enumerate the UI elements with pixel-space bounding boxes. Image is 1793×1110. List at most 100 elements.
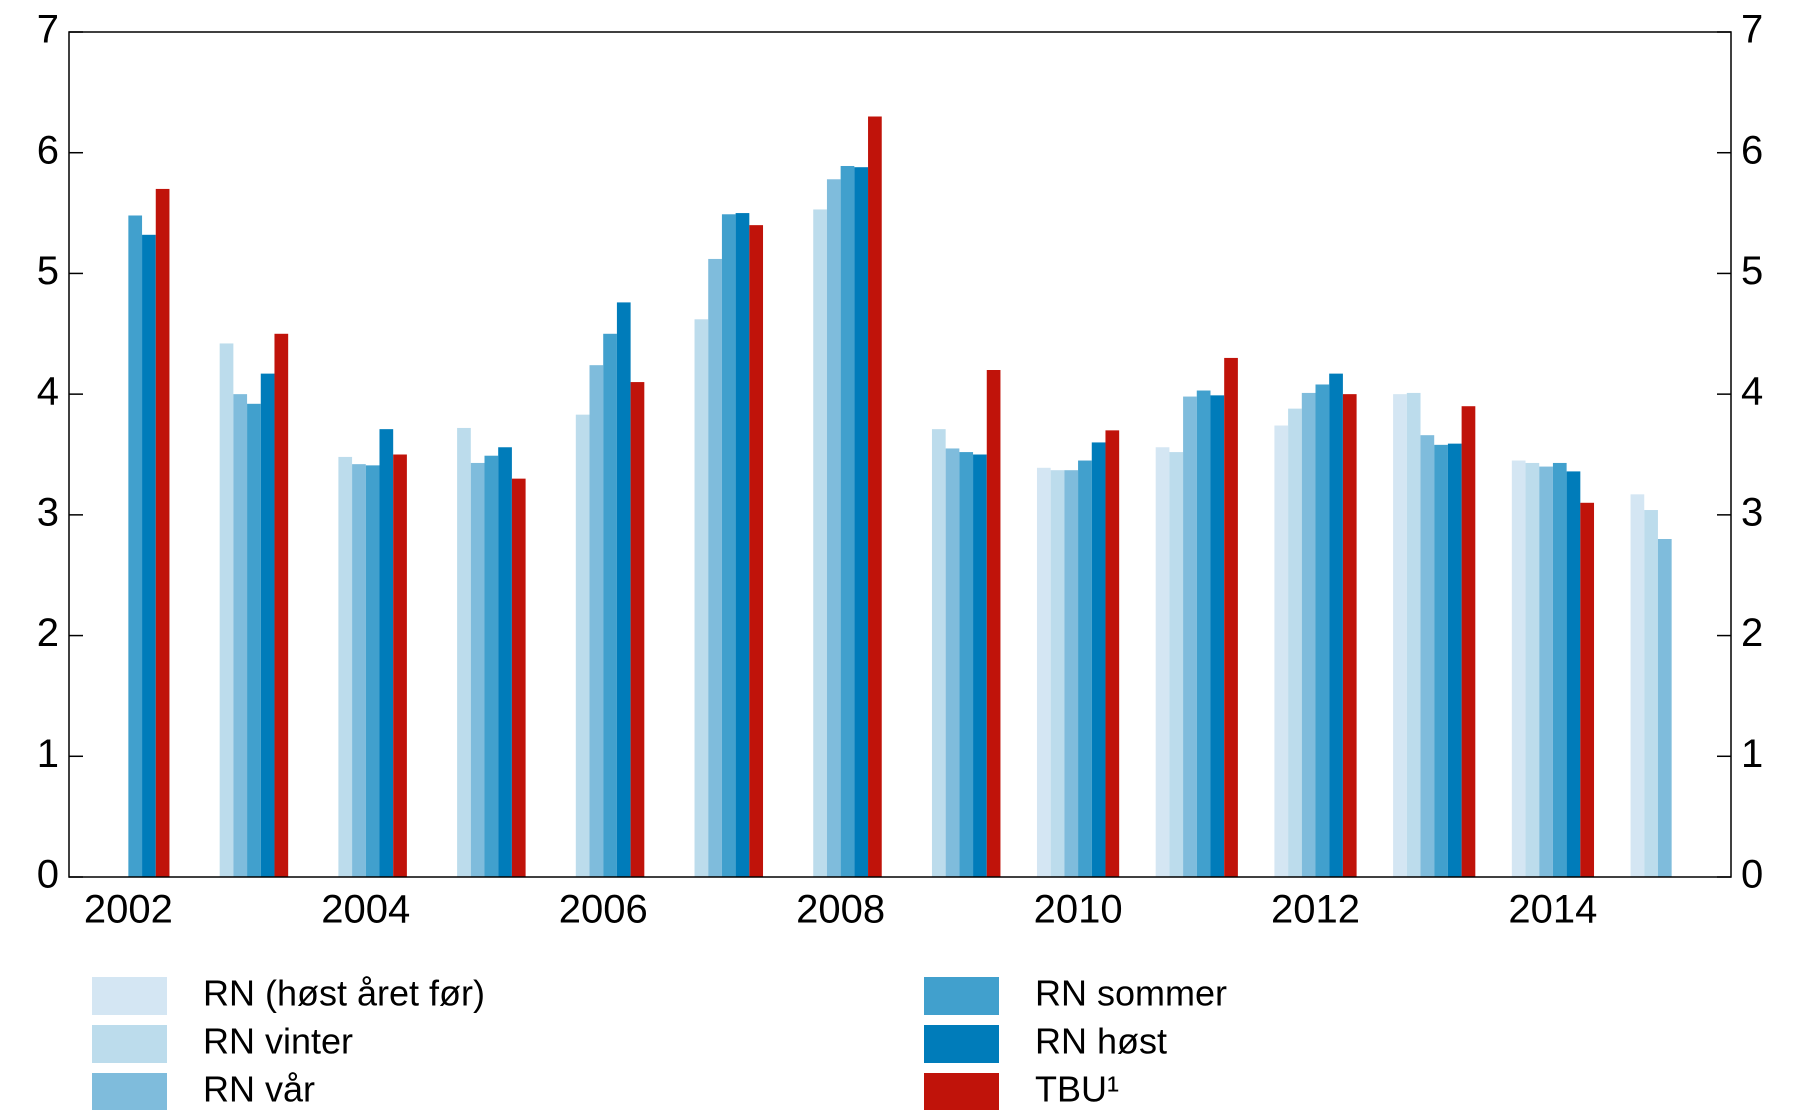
- bar: [616, 302, 631, 877]
- bar: [1050, 470, 1065, 877]
- bar: [233, 394, 248, 877]
- bar: [1552, 462, 1567, 877]
- y2-tick-label: 6: [1741, 128, 1763, 172]
- y-tick-label: 6: [37, 128, 59, 172]
- y2-tick-label: 1: [1741, 732, 1763, 776]
- y-tick-label: 5: [37, 249, 59, 293]
- bar: [931, 429, 946, 877]
- bar: [721, 214, 736, 877]
- bar: [142, 234, 156, 878]
- legend-swatch: [92, 977, 167, 1015]
- bar: [365, 465, 380, 877]
- bar: [749, 225, 764, 878]
- bar: [1036, 467, 1051, 877]
- legend-label: RN vår: [203, 1069, 315, 1110]
- bar: [945, 448, 960, 877]
- bar: [260, 373, 275, 877]
- bar: [393, 454, 407, 877]
- y-tick-label: 1: [37, 732, 59, 776]
- bar: [1329, 373, 1343, 877]
- bar: [1196, 390, 1211, 877]
- bar: [1064, 470, 1079, 877]
- bar: [470, 462, 485, 877]
- bar: [1447, 443, 1462, 877]
- legend-swatch: [92, 1073, 167, 1110]
- bar: [247, 403, 261, 877]
- x-tick-label: 2006: [559, 888, 648, 932]
- bar: [1461, 406, 1476, 877]
- bar: [1274, 425, 1289, 877]
- x-tick-label: 2002: [84, 888, 173, 932]
- x-tick-label: 2012: [1271, 888, 1360, 932]
- legend-label: RN sommer: [1035, 973, 1227, 1014]
- bar: [973, 454, 987, 877]
- legend-label: RN vinter: [203, 1021, 353, 1062]
- bar: [511, 478, 526, 877]
- bar: [813, 209, 827, 877]
- bar: [1183, 396, 1197, 877]
- x-tick-label: 2014: [1508, 888, 1597, 932]
- bar: [1525, 462, 1540, 877]
- bar: [840, 165, 855, 877]
- bar: [708, 258, 722, 877]
- bar: [1288, 408, 1302, 877]
- legend-label: RN høst: [1035, 1021, 1167, 1062]
- bar: [1420, 435, 1435, 877]
- y-tick-label: 7: [37, 8, 59, 52]
- bar: [1224, 357, 1238, 877]
- bar: [1301, 392, 1316, 877]
- bar: [379, 429, 394, 877]
- y2-tick-label: 5: [1741, 249, 1763, 293]
- bar: [1511, 460, 1526, 877]
- y-tick-label: 3: [37, 490, 59, 534]
- legend-swatch: [924, 977, 999, 1015]
- bar: [603, 333, 617, 877]
- bar: [1210, 395, 1225, 877]
- y2-tick-label: 0: [1741, 853, 1763, 897]
- bar: [128, 215, 143, 877]
- bar: [1539, 466, 1553, 877]
- bar: [1155, 447, 1170, 877]
- bar: [735, 213, 750, 878]
- legend-swatch: [924, 1025, 999, 1063]
- bar: [854, 167, 869, 877]
- y2-tick-label: 3: [1741, 490, 1763, 534]
- bar: [219, 343, 234, 877]
- bar: [1566, 471, 1581, 877]
- bar: [1342, 394, 1357, 877]
- bar: [589, 365, 604, 877]
- legend-swatch: [92, 1025, 167, 1063]
- y-tick-label: 2: [37, 611, 59, 655]
- bar: [630, 382, 645, 877]
- bar: [1657, 539, 1672, 877]
- bar: [352, 464, 366, 877]
- bar: [484, 455, 499, 877]
- bar: [1091, 442, 1106, 877]
- bar: [694, 319, 709, 877]
- bar: [1393, 394, 1407, 877]
- bar: [1644, 510, 1658, 877]
- y2-tick-label: 4: [1741, 370, 1763, 414]
- y2-tick-label: 7: [1741, 8, 1763, 52]
- bar: [868, 116, 882, 877]
- bar: [1630, 494, 1645, 877]
- bar: [1315, 384, 1330, 877]
- bar: [986, 370, 1001, 877]
- bar: [575, 414, 590, 877]
- legend-swatch: [924, 1073, 999, 1110]
- x-tick-label: 2004: [321, 888, 410, 932]
- legend-label: TBU¹: [1035, 1069, 1119, 1110]
- x-tick-label: 2008: [796, 888, 885, 932]
- y-tick-label: 4: [37, 370, 59, 414]
- bar: [826, 179, 841, 877]
- x-tick-label: 2010: [1034, 888, 1123, 932]
- y2-tick-label: 2: [1741, 611, 1763, 655]
- bar: [959, 452, 974, 877]
- y-tick-label: 0: [37, 853, 59, 897]
- bar: [1105, 430, 1120, 877]
- bar: [1406, 392, 1421, 877]
- bar: [1434, 444, 1448, 877]
- bar: [457, 427, 471, 877]
